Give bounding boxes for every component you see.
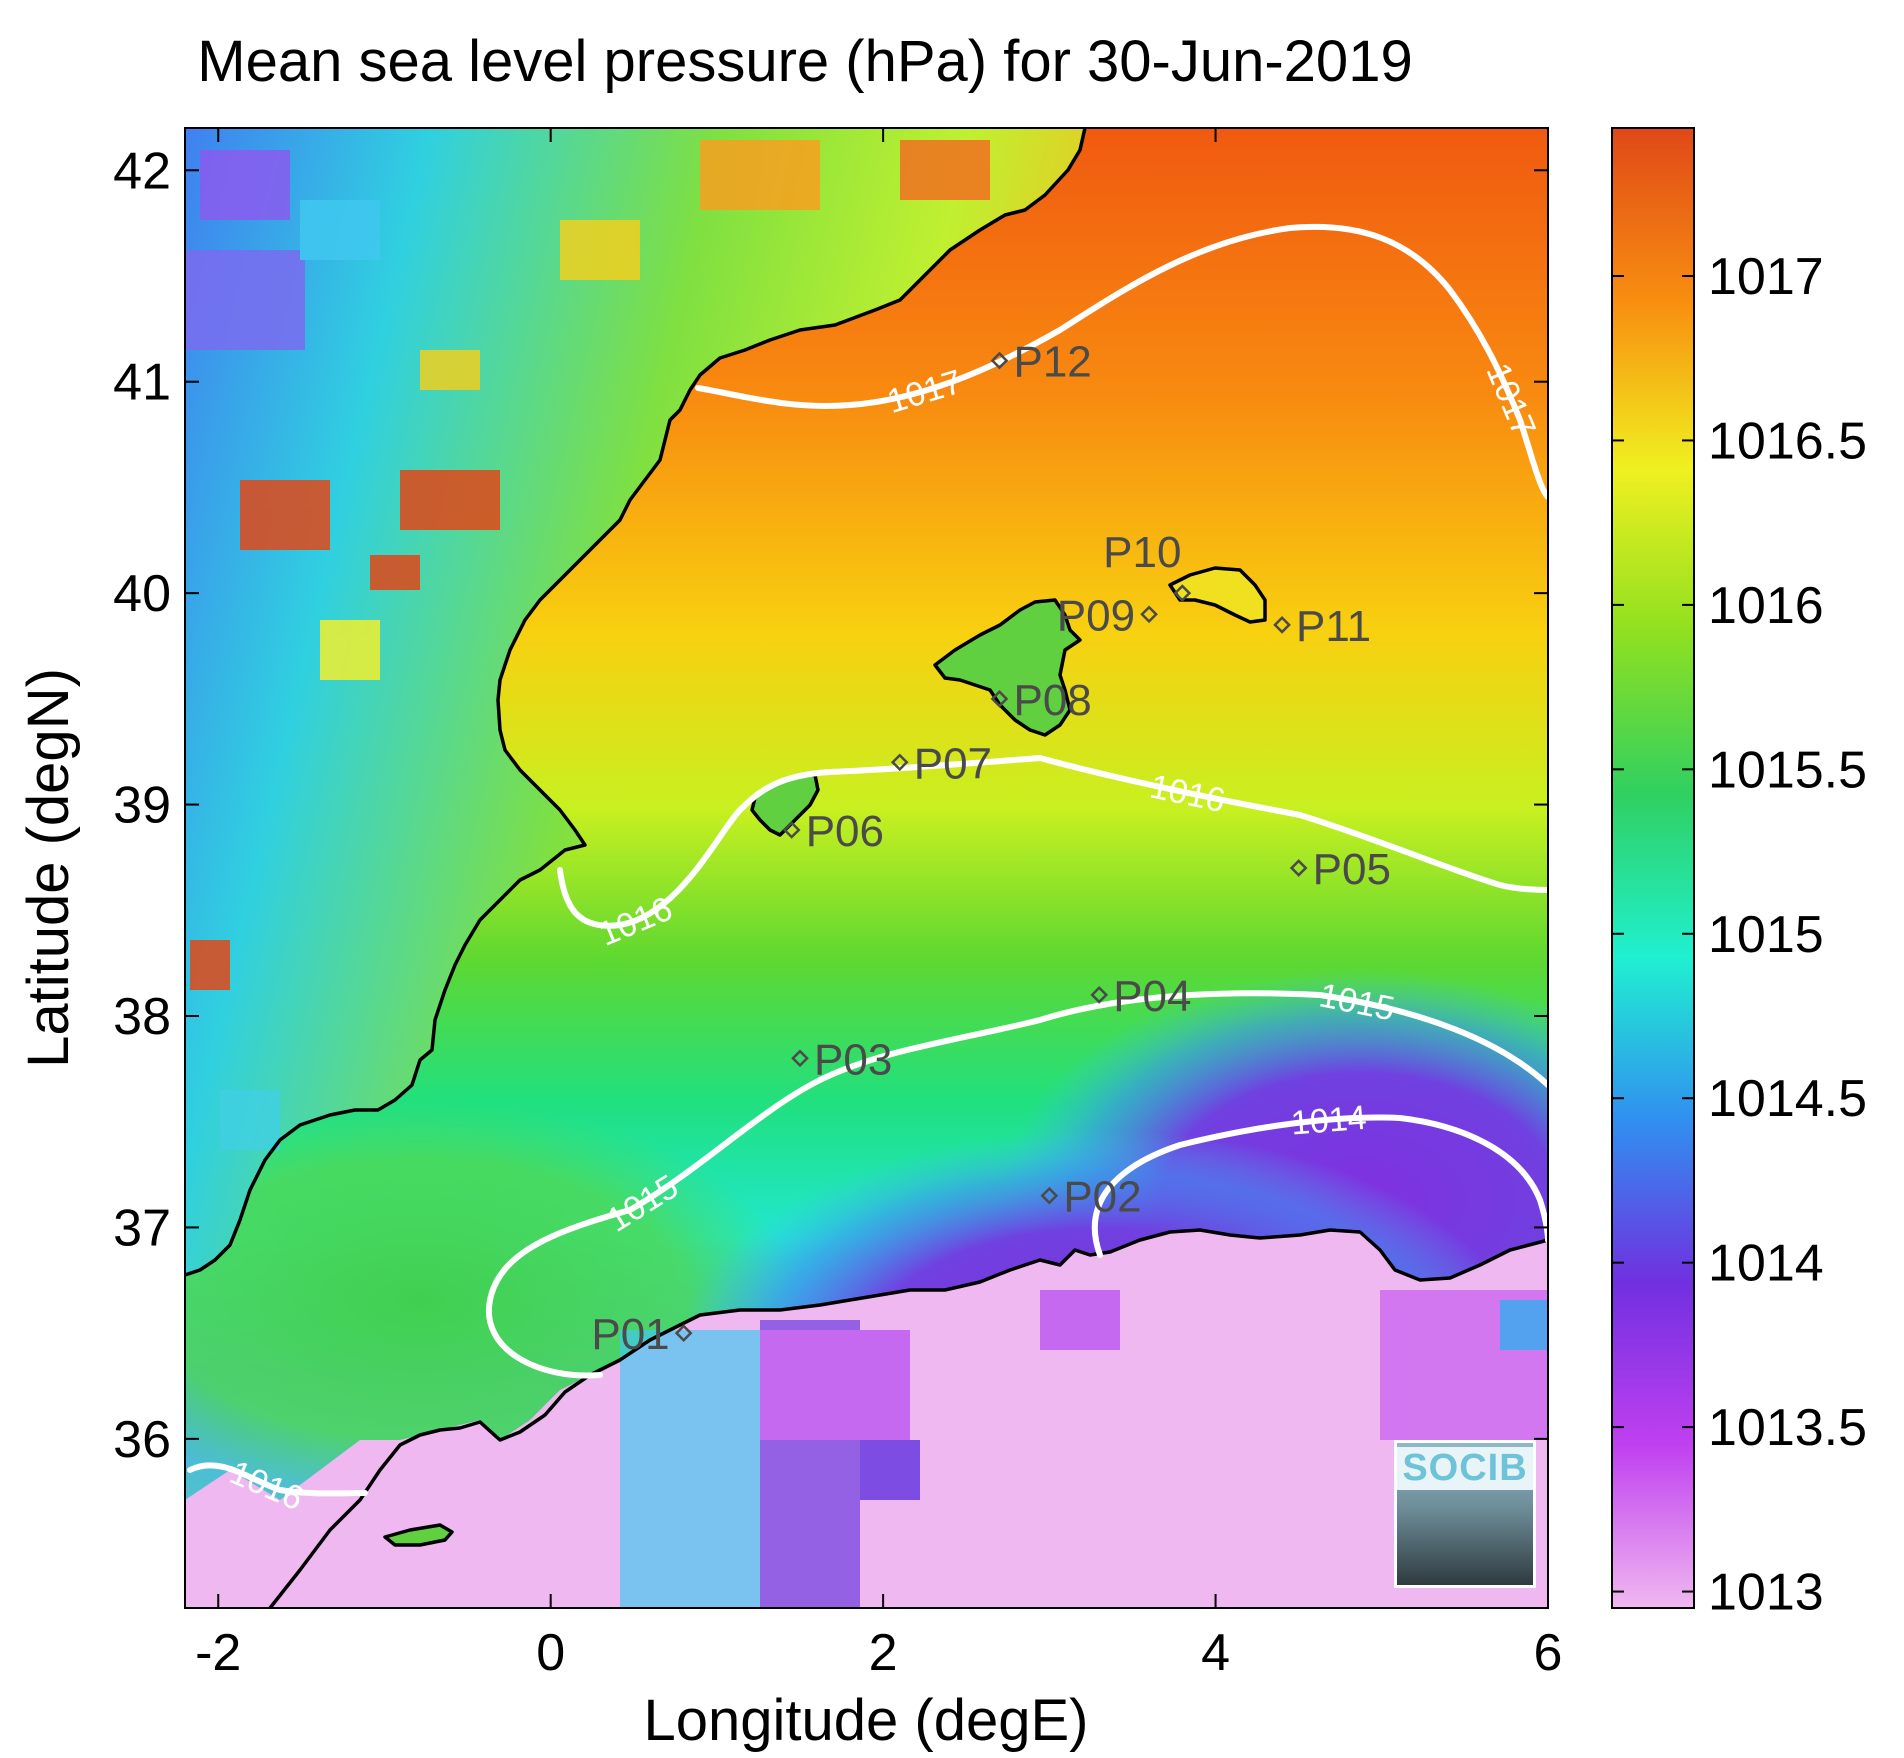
colorbar-tick-label: 1014 <box>1708 1235 1824 1293</box>
station-label: P04 <box>1113 972 1191 1021</box>
y-tick-label: 41 <box>113 354 171 412</box>
station-label: P09 <box>1057 591 1135 640</box>
iberia-land <box>185 128 1085 1275</box>
colorbar-tick-label: 1017 <box>1708 248 1824 306</box>
iberia-coast <box>184 127 1087 1277</box>
station-label: P05 <box>1313 845 1391 894</box>
y-tick-label: 42 <box>113 142 171 200</box>
station-label: P10 <box>1103 528 1181 577</box>
alboran-coast <box>383 1523 454 1547</box>
station-marker <box>1040 1186 1059 1205</box>
station-label: P01 <box>591 1310 669 1359</box>
x-tick-label: 2 <box>869 1624 898 1682</box>
colorbar-tick-label: 1015 <box>1708 906 1824 964</box>
menorca-coast <box>1168 566 1267 624</box>
contour-1016-line <box>557 754 1551 929</box>
chart-title: Mean sea level pressure (hPa) for 30-Jun… <box>197 29 1413 94</box>
colorbar-tick-label: 1016 <box>1708 577 1824 635</box>
colorbar-tick-label: 1015.5 <box>1708 741 1867 799</box>
station-marker <box>990 690 1009 708</box>
africa-coast <box>268 1228 1549 1610</box>
alboran-island <box>385 1525 452 1545</box>
y-tick-label: 38 <box>113 988 171 1046</box>
coastlines <box>184 127 1549 1610</box>
station-label: P03 <box>814 1035 892 1084</box>
stations: P01 P02 P03 P04 P05 P06 P07 P08 P09 P10 P11 P12 <box>591 338 1391 1360</box>
colorbar-tick-label: 1016.5 <box>1708 412 1867 470</box>
y-tick-label: 37 <box>113 1199 171 1257</box>
station-marker <box>791 1049 809 1068</box>
y-tick-label: 39 <box>113 777 171 835</box>
station-marker <box>1173 584 1192 602</box>
station-marker <box>782 821 801 839</box>
contour-label: 1014 <box>1289 1099 1367 1143</box>
mallorca-coast <box>933 598 1082 737</box>
x-tick-label: 4 <box>1201 1624 1230 1682</box>
colorbar-ticks: 1013 1013.5 1014 1014.5 1015 1015.5 1016 1016.5… <box>1612 248 1867 1622</box>
pressure-field <box>185 128 1548 1608</box>
y-axis: 36 37 38 39 40 41 42 <box>113 142 1548 1469</box>
y-axis-title: Latitude (degN) <box>16 668 81 1068</box>
y-tick-label: 36 <box>113 1411 171 1469</box>
contour-1014-line <box>1091 1114 1551 1258</box>
station-marker <box>674 1324 693 1342</box>
contour-1015-line <box>485 990 1551 1379</box>
x-tick-label: 6 <box>1534 1624 1563 1682</box>
socib-logo: SOCIB <box>1394 1440 1536 1588</box>
station-label: P11 <box>1296 602 1371 651</box>
contour-1016b-line <box>187 1462 368 1497</box>
station-label: P02 <box>1063 1173 1141 1222</box>
x-tick-label: 0 <box>536 1624 565 1682</box>
socib-logo-text: SOCIB <box>1397 1447 1533 1490</box>
colorbar-tick-label: 1013 <box>1708 1564 1824 1622</box>
station-marker <box>1289 859 1308 877</box>
station-label: P07 <box>914 739 992 788</box>
colorbar-tick-label: 1014.5 <box>1708 1070 1867 1128</box>
station-marker <box>1140 605 1158 624</box>
colorbar <box>1611 127 1695 1609</box>
x-tick-label: -2 <box>195 1624 241 1682</box>
station-marker <box>890 753 909 772</box>
x-axis: -2 0 2 4 6 <box>195 128 1562 1682</box>
contour-1017-line <box>695 223 1551 500</box>
contour-label-text: 1014 <box>1289 1099 1367 1143</box>
x-axis-title: Longitude (degE) <box>644 1688 1089 1753</box>
station-label: P06 <box>806 807 884 856</box>
station-marker <box>1090 986 1109 1004</box>
station-marker <box>990 351 1009 370</box>
plot-frame <box>184 127 1549 1609</box>
mallorca-island <box>935 600 1080 735</box>
colorbar-tick-label: 1013.5 <box>1708 1399 1867 1457</box>
menorca-island <box>1170 568 1265 622</box>
y-tick-label: 40 <box>113 565 171 623</box>
station-label: P12 <box>1013 338 1091 387</box>
station-label: P08 <box>1013 676 1091 725</box>
station-marker <box>1273 616 1291 634</box>
contours <box>187 223 1551 1497</box>
